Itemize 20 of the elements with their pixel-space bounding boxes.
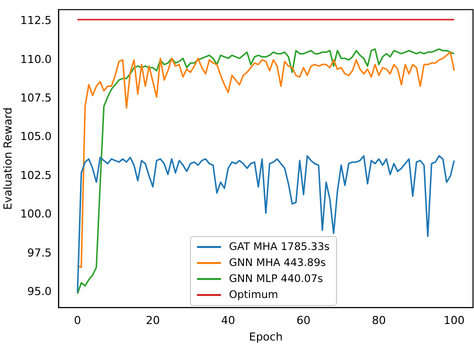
x-axis-title: Epoch — [249, 330, 283, 344]
x-tick-label: 0 — [74, 314, 82, 328]
y-tick-label: 97.5 — [27, 246, 52, 260]
y-tick-label: 110.0 — [20, 52, 52, 66]
legend-label: GNN MHA 443.89s — [229, 257, 326, 269]
y-tick-label: 100.0 — [20, 208, 52, 221]
x-tick-label: 80 — [372, 314, 386, 328]
legend-label: GAT MHA 1785.33s — [229, 241, 330, 253]
y-tick-label: 102.5 — [20, 168, 52, 182]
y-axis-title: Evaluation Reward — [1, 107, 14, 210]
legend-label: Optimum — [229, 289, 278, 301]
y-tick-label: 105.0 — [20, 130, 52, 144]
x-tick-label: 100 — [444, 314, 465, 328]
y-tick-label: 95.0 — [27, 284, 52, 298]
y-tick-label: 107.5 — [20, 91, 52, 104]
x-tick-label: 60 — [296, 314, 311, 328]
legend-label: GNN MLP 440.07s — [229, 273, 323, 285]
x-tick-label: 40 — [221, 314, 236, 328]
x-tick-label: 20 — [146, 314, 160, 328]
y-tick-label: 112.5 — [20, 14, 52, 28]
